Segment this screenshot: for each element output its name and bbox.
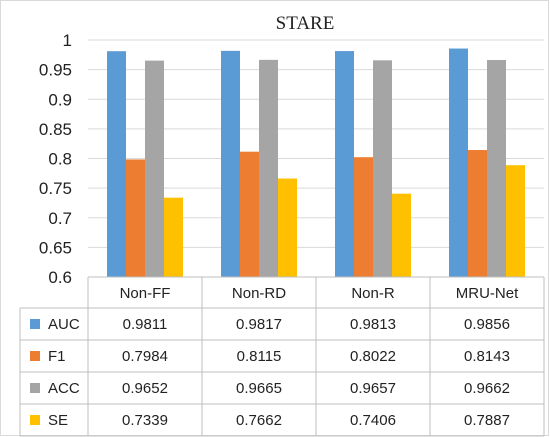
bar-acc-3 bbox=[487, 60, 506, 277]
bar-f1-3 bbox=[468, 150, 487, 277]
y-tick-label: 0.9 bbox=[48, 90, 72, 109]
bar-auc-2 bbox=[335, 51, 354, 278]
bar-auc-3 bbox=[449, 48, 468, 278]
table-cell: 0.9811 bbox=[123, 316, 168, 333]
bars bbox=[107, 48, 525, 278]
category-label: MRU-Net bbox=[456, 285, 519, 302]
table-cell: 0.8115 bbox=[237, 348, 282, 365]
legend-label: SE bbox=[48, 412, 68, 429]
legend-label: AUC bbox=[48, 316, 80, 333]
bar-se-0 bbox=[164, 197, 183, 277]
table-cell: 0.9662 bbox=[464, 380, 510, 397]
data-table: Non-FF Non-RD Non-R MRU-Net AUC 0.9811 0.9817 0… bbox=[19, 276, 545, 437]
bar-se-2 bbox=[392, 193, 411, 277]
legend-label: F1 bbox=[48, 348, 66, 365]
table-cell: 0.8143 bbox=[464, 348, 510, 365]
bar-f1-2 bbox=[354, 157, 373, 277]
table-cell: 0.7406 bbox=[350, 412, 396, 429]
table-cell: 0.8022 bbox=[350, 348, 396, 365]
table-cell: 0.7662 bbox=[236, 412, 282, 429]
table-cell: 0.9817 bbox=[236, 316, 282, 333]
bar-se-1 bbox=[278, 178, 297, 277]
y-tick-label: 0.8 bbox=[48, 150, 72, 169]
y-tick-label: 0.95 bbox=[39, 61, 72, 80]
category-label: Non-FF bbox=[120, 285, 171, 302]
y-tick-label: 0.65 bbox=[39, 238, 72, 257]
bar-f1-0 bbox=[126, 159, 145, 277]
y-tick-label: 1 bbox=[63, 31, 72, 50]
table-cell: 0.9813 bbox=[350, 316, 396, 333]
table-cell: 0.7887 bbox=[464, 412, 510, 429]
legend-swatch-se bbox=[30, 415, 40, 425]
legend-swatch-f1 bbox=[30, 351, 40, 361]
bar-auc-0 bbox=[107, 51, 126, 278]
y-tick-label: 0.75 bbox=[39, 179, 72, 198]
bar-se-3 bbox=[506, 165, 525, 277]
y-tick-label: 0.85 bbox=[39, 120, 72, 139]
legend-swatch-auc bbox=[30, 319, 40, 329]
table-cell: 0.9665 bbox=[236, 380, 282, 397]
y-tick-label: 0.6 bbox=[48, 268, 72, 287]
legend-label: ACC bbox=[48, 380, 80, 397]
y-axis-ticks: 0.6 0.65 0.7 0.75 0.8 0.85 0.9 0.95 1 bbox=[39, 31, 72, 287]
category-label: Non-R bbox=[351, 285, 395, 302]
table-cell: 0.9856 bbox=[464, 316, 510, 333]
table-cell: 0.7984 bbox=[122, 348, 168, 365]
legend-swatch-acc bbox=[30, 383, 40, 393]
bar-acc-0 bbox=[145, 60, 164, 277]
chart-title: STARE bbox=[276, 13, 335, 34]
table-cell: 0.7339 bbox=[122, 412, 168, 429]
bar-auc-1 bbox=[221, 50, 240, 278]
table-cell: 0.9652 bbox=[122, 380, 168, 397]
category-label: Non-RD bbox=[232, 285, 286, 302]
y-tick-label: 0.7 bbox=[48, 209, 72, 228]
bar-f1-1 bbox=[240, 151, 259, 277]
bar-acc-1 bbox=[259, 59, 278, 277]
bar-acc-2 bbox=[373, 60, 392, 277]
table-cell: 0.9657 bbox=[350, 380, 396, 397]
